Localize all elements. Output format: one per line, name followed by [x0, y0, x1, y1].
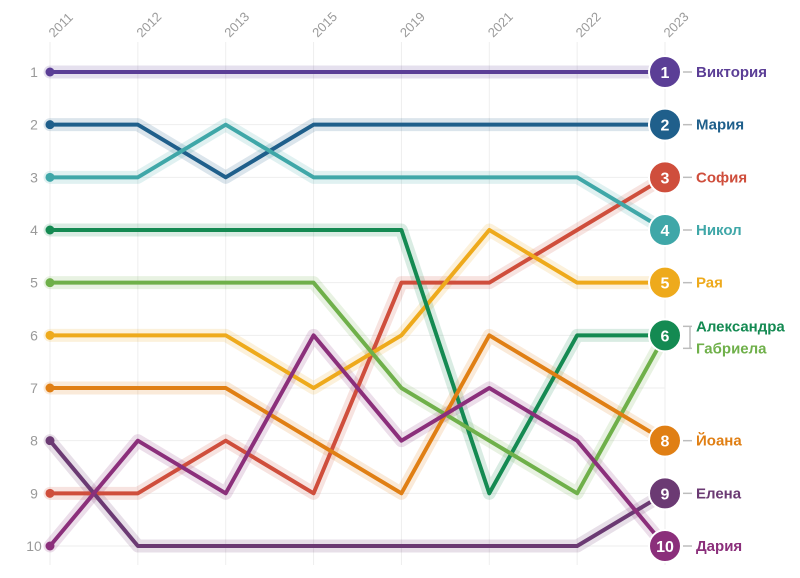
- end-rank-badge: [648, 160, 682, 195]
- y-tick-label: 7: [30, 380, 38, 396]
- x-axis-ticks: 2011 2012 2013 2015 2019 2021 2022 2023: [46, 9, 692, 40]
- y-axis-ticks: 1 2 3 4 5 6 7 8 9 10: [26, 64, 42, 554]
- y-tick-label: 2: [30, 117, 38, 133]
- series-start-dot: [45, 278, 55, 288]
- y-tick-label: 6: [30, 327, 38, 343]
- series-glow: [43, 223, 672, 395]
- end-rank-number: 3: [661, 170, 670, 187]
- series-name-label: Дария: [696, 538, 742, 555]
- series-name-label: Виктория: [696, 64, 767, 81]
- y-tick-label: 8: [30, 433, 38, 449]
- end-rank-badge: [648, 423, 682, 458]
- series-name-label: Мария: [696, 117, 744, 134]
- series-name-label: Габриела: [696, 340, 767, 357]
- x-tick-label: 2011: [46, 10, 76, 40]
- series-start-dots: [45, 67, 55, 551]
- end-rank-number: 6: [661, 328, 670, 345]
- end-rank-badge: [648, 213, 682, 247]
- end-rank-badge: [648, 55, 682, 89]
- series-name-label: Александра: [696, 318, 785, 335]
- y-tick-label: 4: [30, 222, 38, 238]
- series-start-dot: [45, 436, 55, 446]
- x-tick-label: 2013: [221, 9, 252, 40]
- end-rank-number: 4: [661, 223, 670, 240]
- end-rank-badge: [648, 265, 682, 300]
- series-line: [48, 438, 667, 548]
- x-tick-label: 2023: [661, 9, 692, 40]
- end-rank-number: 1: [661, 65, 670, 82]
- y-tick-label: 5: [30, 275, 38, 291]
- end-rank-number: 2: [661, 118, 670, 135]
- series-start-dot: [45, 330, 55, 340]
- end-rank-badge: [648, 318, 682, 353]
- end-rank-number: 5: [661, 276, 670, 293]
- series-name-label: София: [696, 169, 747, 186]
- x-tick-label: 2012: [133, 9, 164, 40]
- end-rank-number: 9: [661, 486, 670, 503]
- series-end-labels: 1 Виктория 2 Мария 3 София 4 Никол 5 Рая 6 Александ…: [648, 55, 785, 563]
- series-start-dot: [45, 67, 55, 77]
- series-start-dot: [45, 172, 55, 182]
- series-line: [48, 333, 667, 548]
- series-start-dot: [45, 383, 55, 393]
- series-start-dot: [45, 225, 55, 235]
- y-tick-label: 9: [30, 485, 38, 501]
- series-name-label: Рая: [696, 275, 723, 292]
- x-tick-label: 2022: [573, 9, 604, 40]
- series-line: [48, 333, 667, 496]
- series-start-dot: [45, 541, 55, 551]
- end-rank-badge: [648, 476, 682, 511]
- end-rank-number: 10: [656, 539, 674, 556]
- series-glow: [43, 65, 672, 553]
- series-line: [48, 122, 667, 180]
- x-tick-label: 2021: [485, 9, 516, 40]
- x-tick-label: 2019: [397, 9, 428, 40]
- series-line: [48, 228, 667, 390]
- x-tick-label: 2015: [309, 9, 340, 40]
- end-rank-badge: [648, 107, 682, 142]
- series-start-dot: [45, 120, 55, 130]
- end-rank-number: 8: [661, 434, 670, 451]
- series-lines: [48, 70, 667, 548]
- y-tick-label: 10: [26, 538, 42, 554]
- y-tick-label: 1: [30, 64, 38, 80]
- series-name-label: Йоана: [696, 432, 742, 450]
- series-line: [48, 228, 667, 496]
- series-name-label: Никол: [696, 222, 742, 239]
- series-start-dot: [45, 488, 55, 498]
- end-rank-badge: [648, 529, 682, 563]
- series-line: [48, 280, 667, 496]
- series-line: [48, 122, 667, 232]
- series-name-label: Елена: [696, 485, 742, 502]
- y-tick-label: 3: [30, 169, 38, 185]
